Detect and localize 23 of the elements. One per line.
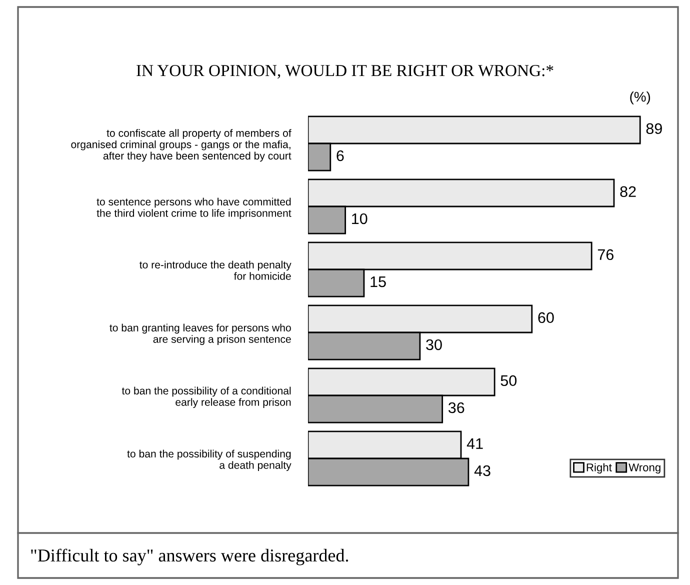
y-tick-label: to confiscate all property of members of organised criminal groups - gangs or the mafia, after they have been sentenced by court	[71, 129, 292, 162]
y-tick-label: to ban the possibility of a conditional early release from prison	[122, 386, 291, 408]
legend-label: Right	[586, 463, 612, 474]
y-tick-label: to ban the possibility of suspending a death penalty	[127, 450, 292, 471]
data-label: 41	[466, 438, 483, 449]
data-label: 30	[426, 339, 442, 350]
y-tick-label: to ban granting leaves for persons who are serving a prison sentence	[110, 324, 291, 345]
y-tick-label: to sentence persons who have committed the third violent crime to life imprisonment	[96, 198, 292, 219]
data-label: 43	[474, 465, 490, 476]
data-label: 82	[620, 186, 636, 198]
data-label: 76	[598, 249, 614, 260]
data-label: 89	[646, 123, 662, 134]
legend-label: Wrong	[628, 464, 660, 474]
y-tick-label: to re-introduce the death penalty for homicide	[140, 260, 292, 280]
data-label: 10	[352, 213, 368, 224]
chart-title: IN YOUR OPINION, WOULD IT BE RIGHT OR WRONG:*	[136, 64, 554, 79]
data-label: 60	[538, 312, 554, 324]
text: (%)	[630, 91, 650, 104]
data-label: 6	[336, 150, 344, 162]
text: "Difficult to say" answers were disregarded.	[31, 548, 348, 566]
data-label: 50	[500, 375, 517, 386]
data-label: 36	[448, 402, 464, 414]
data-label: 15	[370, 276, 386, 288]
